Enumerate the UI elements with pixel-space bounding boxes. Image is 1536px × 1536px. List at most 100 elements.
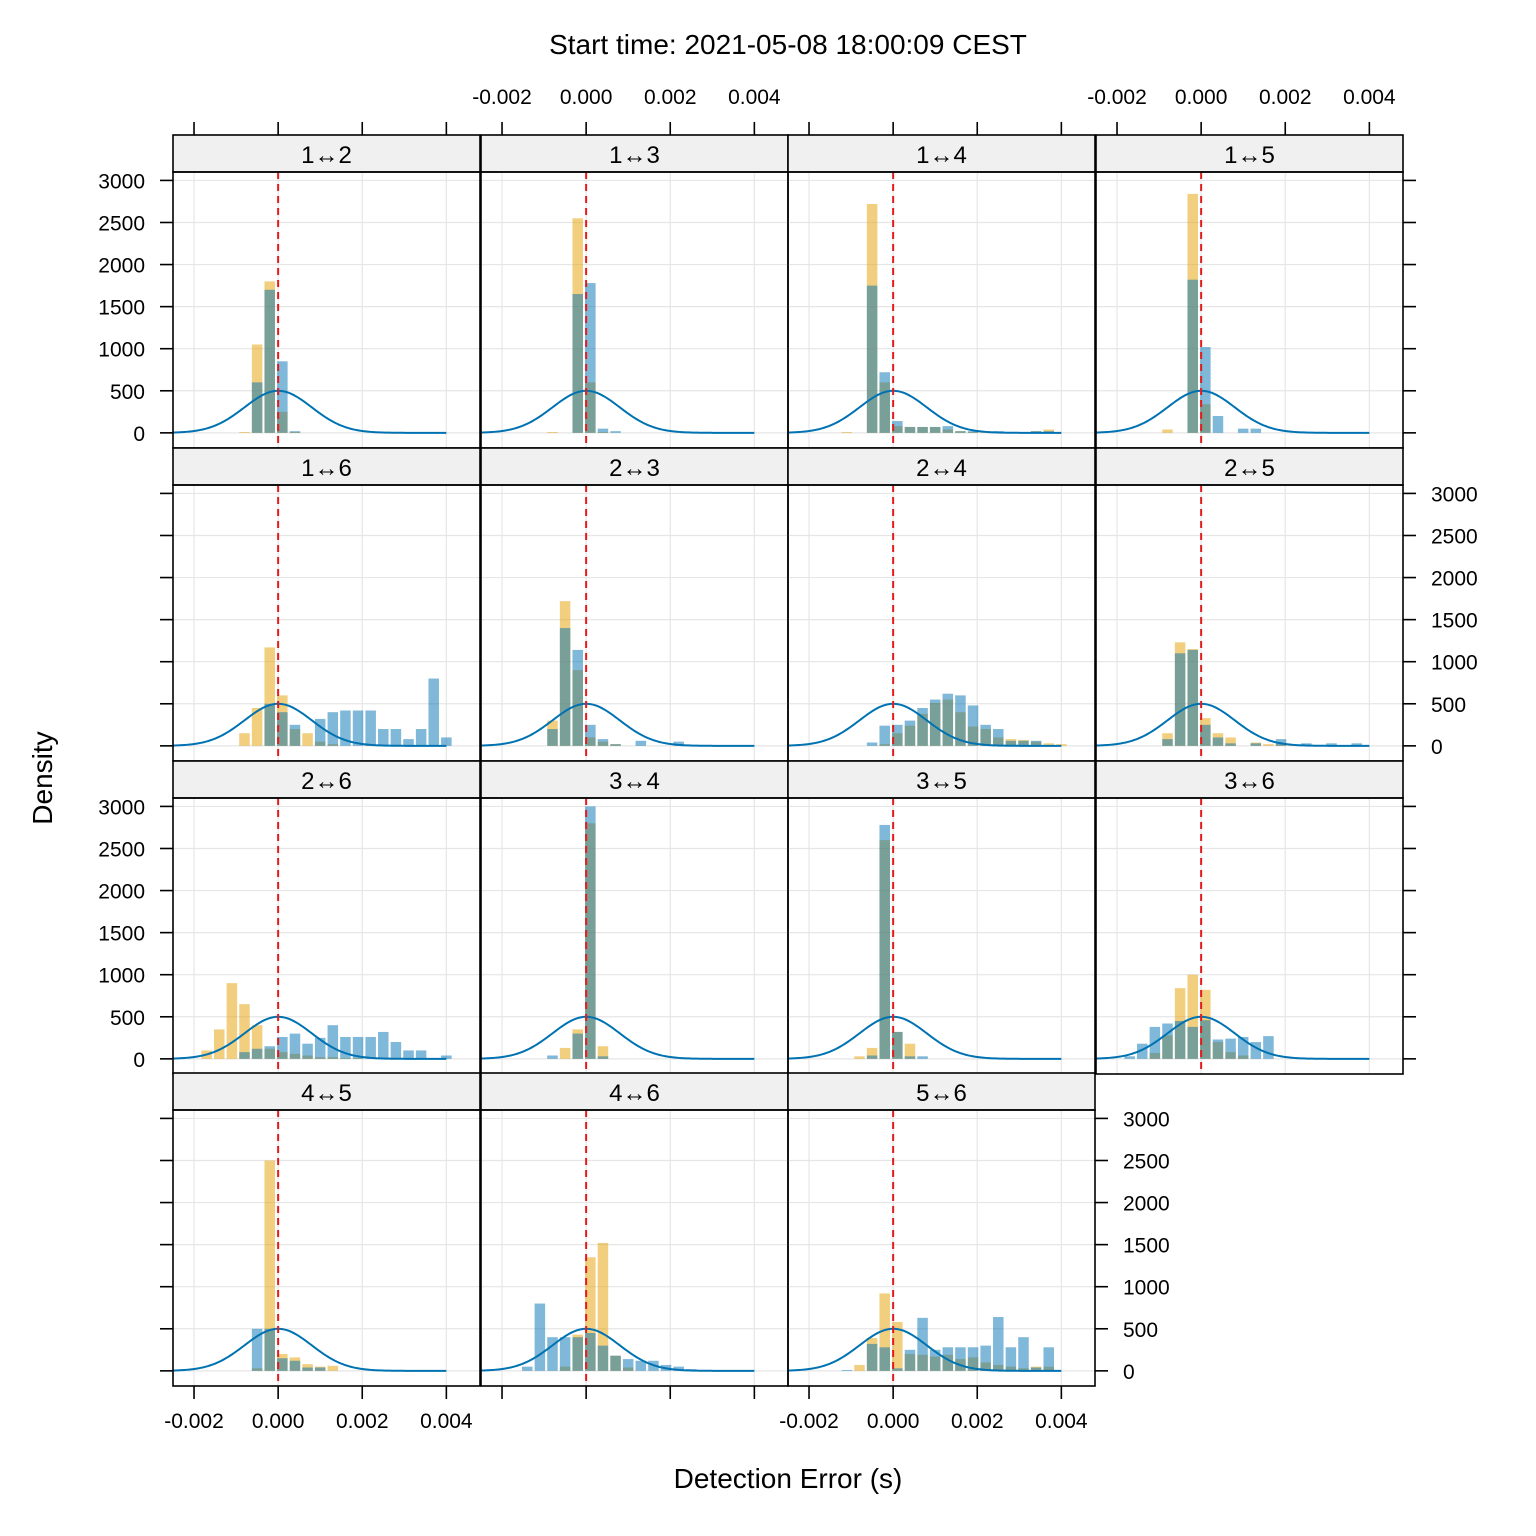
series-b-bar: [277, 1036, 288, 1059]
series-b-bar: [1030, 740, 1042, 746]
series-b-bar: [980, 724, 991, 746]
series-b-bar: [967, 705, 979, 746]
series-b-bar: [1212, 416, 1224, 433]
series-b-bar: [585, 1332, 596, 1371]
x-axis-title: Detection Error (s): [674, 1463, 903, 1494]
series-b-bar: [1005, 740, 1017, 746]
strip: [172, 134, 481, 173]
panel-2-5: 2↔5: [1095, 447, 1404, 762]
series-a-bar: [226, 983, 238, 1059]
series-b-bar: [879, 372, 890, 433]
series-b-bar: [264, 289, 275, 433]
series-b-bar: [352, 710, 364, 746]
series-b-bar: [302, 1367, 313, 1371]
panel-2-4: 2↔4: [787, 447, 1096, 762]
panel-2-3: 2↔3: [480, 447, 789, 762]
series-b-bar: [1043, 1347, 1054, 1371]
strip: [787, 134, 1096, 173]
series-b-bar: [547, 1055, 558, 1059]
series-b-bar: [1212, 1039, 1224, 1059]
series-b-bar: [572, 649, 583, 746]
panel-3-4: 3↔4: [480, 760, 789, 1075]
series-b-bar: [441, 1055, 452, 1059]
series-b-bar: [264, 703, 275, 746]
y-tick-label: 1000: [98, 339, 145, 362]
panel-border: [172, 171, 481, 449]
series-b-bar: [1018, 1337, 1029, 1371]
panel-border: [480, 797, 789, 1075]
series-b-bar: [635, 1360, 647, 1371]
x-tick-label: 0.002: [336, 1410, 389, 1433]
strip-label: 2↔4: [916, 455, 967, 482]
series-b-bar: [277, 361, 288, 433]
series-b-bar: [597, 1345, 609, 1371]
series-b-bar: [904, 426, 916, 433]
series-b-bar: [559, 628, 571, 746]
normal-curve: [480, 1015, 755, 1060]
series-a-bar: [264, 647, 275, 746]
series-b-bar: [1137, 1043, 1148, 1059]
panel-2-6: 2↔6: [172, 760, 481, 1075]
series-b-bar: [428, 678, 439, 746]
series-b-bar: [1225, 1038, 1236, 1059]
series-b-bar: [572, 1033, 583, 1059]
series-b-bar: [390, 729, 402, 746]
series-b-bar: [289, 1033, 301, 1059]
panel-border: [1095, 484, 1404, 762]
series-a-bar: [251, 1025, 263, 1059]
x-tick-label: 0.000: [1175, 86, 1228, 109]
series-b-bar: [917, 1317, 928, 1371]
strip-label: 2↔6: [301, 768, 352, 795]
x-tick-label: -0.002: [779, 1410, 839, 1433]
series-b-bar: [1124, 1056, 1135, 1059]
y-axis-title: Density: [27, 731, 58, 824]
y-tick-label: 0: [133, 423, 145, 446]
series-b-bar: [929, 1349, 941, 1371]
series-b-bar: [929, 699, 941, 746]
x-tick-label: 0.004: [420, 1410, 473, 1433]
series-b-bar: [942, 693, 954, 746]
series-a-bar: [559, 1047, 571, 1059]
strip: [787, 447, 1096, 486]
series-a-bar: [879, 1293, 890, 1371]
series-b-bar: [1263, 1036, 1274, 1059]
y-tick-label: 500: [110, 1007, 145, 1030]
panel-1-5: 1↔5: [1095, 134, 1404, 449]
series-b-bar: [327, 712, 339, 746]
strip-label: 4↔5: [301, 1080, 352, 1107]
series-b-bar: [378, 1031, 389, 1059]
y-tick-label: 3000: [98, 170, 145, 193]
series-b-bar: [1326, 743, 1337, 746]
series-b-bar: [390, 1042, 402, 1059]
series-b-bar: [955, 1347, 966, 1371]
series-b-bar: [892, 724, 903, 746]
series-a-bar: [597, 1242, 609, 1371]
strip-label: 1↔6: [301, 455, 352, 482]
series-b-bar: [314, 1367, 326, 1371]
normal-curve: [787, 389, 1062, 434]
strip-label: 2↔5: [1224, 455, 1275, 482]
series-b-bar: [879, 824, 890, 1059]
series-b-bar: [547, 729, 558, 746]
y-tick-label: 0: [133, 1049, 145, 1072]
series-b-bar: [673, 1366, 684, 1371]
series-b-bar: [1237, 1036, 1249, 1059]
series-b-bar: [1162, 1023, 1173, 1059]
series-b-bar: [1187, 1026, 1198, 1059]
y-tick-label: 3000: [98, 796, 145, 819]
panel-3-5: 3↔5: [787, 760, 1096, 1075]
series-b-bar: [929, 426, 941, 433]
series-b-bar: [892, 1031, 903, 1059]
series-b-bar: [585, 724, 596, 746]
x-tick-label: 0.002: [644, 86, 697, 109]
y-tick-label: 1500: [1431, 610, 1478, 633]
series-b-bar: [1174, 653, 1186, 746]
y-tick-label: 3000: [1123, 1108, 1170, 1131]
series-b-bar: [314, 718, 326, 746]
series-b-bar: [955, 695, 966, 746]
series-a-bar: [854, 1056, 865, 1059]
normal-curve: [1095, 702, 1370, 747]
series-b-bar: [1187, 649, 1198, 746]
